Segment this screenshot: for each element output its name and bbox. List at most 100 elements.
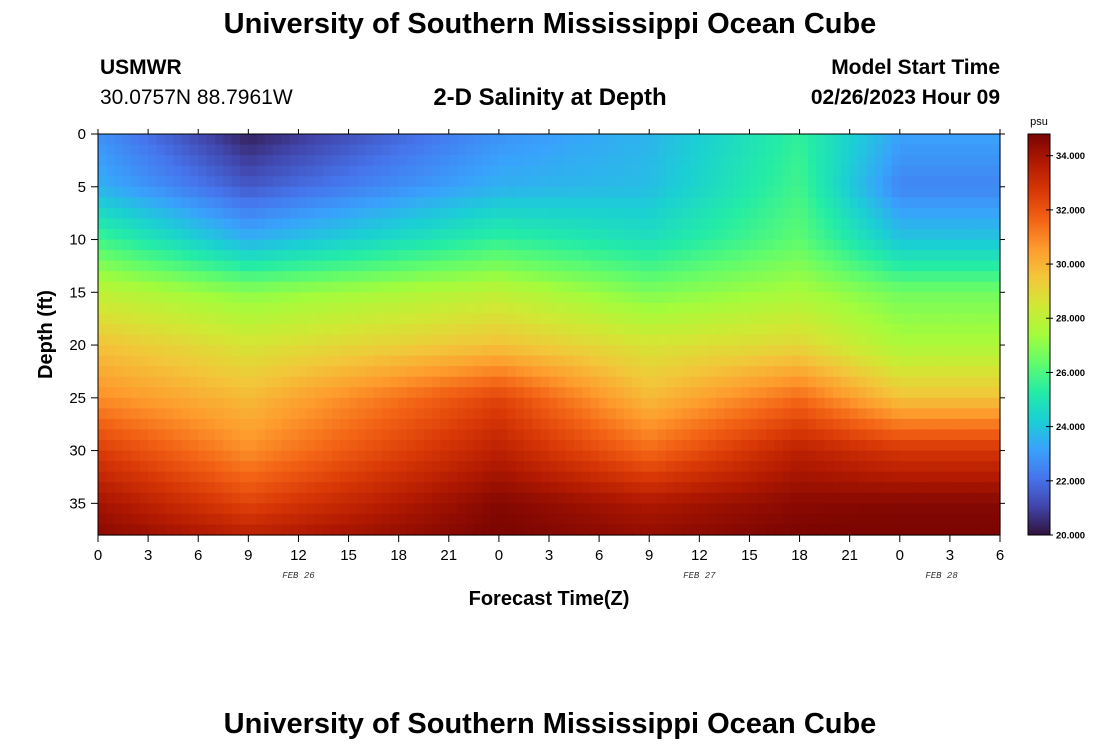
heatmap-cell	[398, 144, 408, 156]
heatmap-cell	[599, 186, 609, 198]
heatmap-cell	[615, 387, 625, 399]
heatmap-cell	[657, 450, 667, 462]
heatmap-cell	[189, 197, 199, 209]
heatmap-cell	[883, 366, 893, 378]
heatmap-cell	[724, 366, 734, 378]
heatmap-cell	[949, 186, 959, 198]
heatmap-cell	[281, 397, 291, 409]
heatmap-cell	[599, 513, 609, 526]
heatmap-cell	[440, 345, 450, 357]
heatmap-cell	[640, 271, 650, 283]
heatmap-cell	[883, 355, 893, 367]
heatmap-cell	[574, 302, 584, 314]
heatmap-cell	[690, 440, 700, 452]
heatmap-cell	[724, 197, 734, 209]
heatmap-cell	[757, 429, 767, 441]
heatmap-cell	[148, 471, 158, 483]
heatmap-cell	[590, 355, 600, 367]
heatmap-cell	[323, 503, 333, 515]
heatmap-cell	[498, 355, 508, 367]
heatmap-cell	[874, 302, 884, 314]
heatmap-cell	[423, 376, 433, 388]
heatmap-cell	[866, 292, 876, 304]
heatmap-cell	[991, 503, 1001, 515]
heatmap-cell	[315, 408, 325, 420]
heatmap-cell	[323, 492, 333, 504]
heatmap-cell	[356, 302, 366, 314]
heatmap-cell	[231, 482, 241, 494]
heatmap-cell	[515, 461, 525, 473]
heatmap-cell	[440, 440, 450, 452]
heatmap-cell	[824, 250, 834, 262]
heatmap-cell	[699, 345, 709, 357]
heatmap-cell	[281, 408, 291, 420]
heatmap-cell	[807, 165, 817, 177]
heatmap-cell	[991, 366, 1001, 378]
heatmap-cell	[356, 418, 366, 431]
heatmap-cell	[599, 345, 609, 357]
heatmap-cell	[239, 281, 249, 293]
heatmap-cell	[214, 461, 224, 473]
heatmap-cell	[958, 250, 968, 262]
heatmap-cell	[432, 450, 442, 462]
heatmap-cell	[557, 176, 567, 188]
heatmap-cell	[674, 271, 684, 283]
heatmap-cell	[323, 281, 333, 293]
heatmap-cell	[473, 440, 483, 452]
heatmap-cell	[523, 408, 533, 420]
heatmap-cell	[757, 418, 767, 431]
heatmap-cell	[131, 292, 141, 304]
heatmap-cell	[974, 292, 984, 304]
heatmap-cell	[540, 239, 550, 251]
heatmap-cell	[164, 450, 174, 462]
heatmap-cell	[540, 418, 550, 431]
heatmap-cell	[331, 461, 341, 473]
heatmap-cell	[615, 376, 625, 388]
heatmap-cell	[665, 355, 675, 367]
heatmap-cell	[131, 482, 141, 494]
heatmap-cell	[799, 450, 809, 462]
heatmap-cell	[941, 176, 951, 188]
heatmap-cell	[607, 228, 617, 241]
heatmap-cell	[131, 503, 141, 515]
heatmap-cell	[273, 387, 283, 399]
heatmap-cell	[674, 250, 684, 262]
heatmap-cell	[924, 471, 934, 483]
heatmap-cell	[532, 513, 542, 526]
heatmap-cell	[231, 334, 241, 346]
heatmap-cell	[858, 218, 867, 230]
heatmap-cell	[181, 397, 191, 409]
heatmap-cell	[181, 345, 191, 357]
heatmap-cell	[949, 197, 959, 209]
heatmap-cell	[799, 524, 809, 536]
heatmap-cell	[574, 503, 584, 515]
heatmap-cell	[156, 440, 166, 452]
heatmap-cell	[490, 345, 500, 357]
heatmap-cell	[189, 503, 199, 515]
heatmap-cell	[707, 345, 717, 357]
heatmap-cell	[114, 228, 124, 241]
heatmap-cell	[716, 524, 725, 536]
heatmap-cell	[933, 186, 943, 198]
heatmap-cell	[206, 271, 216, 283]
heatmap-cell	[532, 387, 542, 399]
heatmap-cell	[991, 250, 1001, 262]
heatmap-cell	[866, 408, 876, 420]
heatmap-cell	[549, 144, 558, 156]
heatmap-cell	[983, 176, 993, 188]
heatmap-cell	[799, 281, 809, 293]
heatmap-cell	[381, 355, 391, 367]
heatmap-cell	[231, 271, 241, 283]
heatmap-cell	[490, 513, 500, 526]
station-coordinates: 30.0757N 88.7961W	[100, 86, 293, 109]
heatmap-cell	[198, 524, 208, 536]
heatmap-cell	[181, 207, 191, 220]
x-tick-label: 9	[645, 547, 653, 564]
heatmap-cell	[816, 366, 826, 378]
heatmap-cell	[498, 155, 508, 167]
heatmap-cell	[640, 482, 650, 494]
heatmap-cell	[866, 207, 876, 220]
heatmap-cell	[198, 155, 208, 167]
heatmap-cell	[941, 144, 951, 156]
heatmap-cell	[615, 513, 625, 526]
